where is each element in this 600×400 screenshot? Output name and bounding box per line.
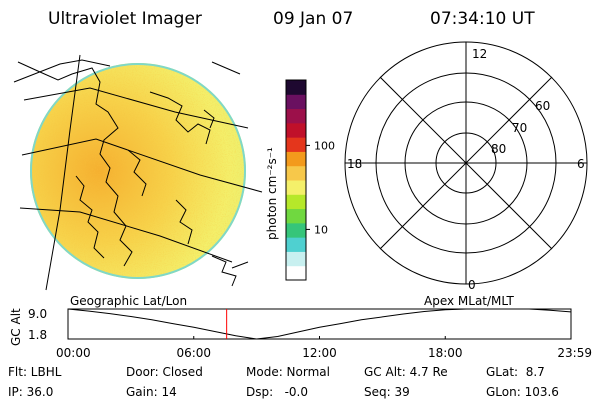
- uv-earth-image: [13, 54, 263, 291]
- x-tick-label: 00:00: [56, 346, 91, 360]
- image-title: Ultraviolet Imager: [48, 9, 202, 29]
- limb-edge: [30, 63, 246, 279]
- status-field: IP: 36.0: [8, 385, 53, 399]
- grid-line: [13, 59, 111, 83]
- status-field: Mode: Normal: [246, 365, 330, 379]
- polar-labels: 12 18 6 0 60 70 80: [347, 47, 585, 292]
- colorbar-ticks: 100 10: [306, 139, 335, 236]
- mlat-label-80: 80: [491, 142, 506, 156]
- grid-line: [211, 61, 241, 75]
- colorbar-cell: [286, 208, 306, 224]
- grid-line: [23, 87, 249, 129]
- altitude-plot-frame: [67, 308, 572, 340]
- altitude-series: [67, 308, 571, 340]
- colorbar-cell: [286, 122, 306, 138]
- colorbar-cell: [286, 222, 306, 238]
- x-tick-label: 12:00: [302, 346, 337, 360]
- colorbar-cell: [286, 137, 306, 152]
- coastline: [211, 255, 237, 287]
- header: Ultraviolet Imager 09 Jan 07 07:34:10 UT: [48, 9, 535, 29]
- status-field: Gain: 14: [126, 385, 177, 399]
- coastline: [75, 175, 105, 259]
- colorbar-cell: [286, 151, 306, 167]
- y-tick-label-max: 9.0: [28, 307, 47, 321]
- colorbar-cell: [286, 108, 306, 124]
- x-tick-label: 23:59: [557, 346, 592, 360]
- coastline: [17, 61, 133, 267]
- status-field: Seq: 39: [364, 385, 410, 399]
- mlt-label-12: 12: [472, 47, 487, 61]
- coastline: [127, 149, 147, 197]
- altitude-axis-label: GC Alt: [9, 308, 23, 346]
- colorbar: 100 10 photon cm⁻²s⁻¹: [265, 79, 335, 281]
- mlt-label-6: 6: [577, 157, 585, 171]
- geographic-grid: [13, 54, 263, 291]
- coastline: [149, 91, 211, 145]
- colorbar-gradient: [286, 80, 306, 281]
- colorbar-cell: [286, 265, 306, 281]
- colorbar-tick-label: 100: [314, 139, 335, 152]
- colorbar-cell: [286, 237, 306, 252]
- status-field: GLat: 8.7: [486, 365, 545, 379]
- x-tick-label: 18:00: [428, 346, 463, 360]
- mlat-label-70: 70: [512, 121, 527, 135]
- polar-plot: [344, 41, 588, 285]
- polar-diagonal: [379, 76, 553, 250]
- altitude-plot: GC Alt 9.0 1.8 00:00 06:00 12:00 18:00 23:59: [9, 307, 592, 360]
- grid-line: [21, 138, 263, 193]
- image-time: 07:34:10 UT: [430, 9, 535, 29]
- status-field: Flt: LBHL: [8, 365, 62, 379]
- emission-texture: [30, 63, 246, 279]
- mlt-label-18: 18: [347, 157, 362, 171]
- colorbar-cell: [286, 194, 306, 210]
- status-footer: Flt: LBHL Door: Closed Mode: Normal GC Alt:…: [8, 365, 559, 399]
- mlat-label-60: 60: [535, 99, 550, 113]
- x-tick-labels: 00:00 06:00 12:00 18:00 23:59: [56, 336, 592, 360]
- colorbar-cell: [286, 94, 306, 110]
- status-field: Dsp: -0.0: [246, 385, 308, 399]
- colorbar-cell: [286, 80, 306, 95]
- coastlines: [17, 61, 249, 287]
- colorbar-cell: [286, 165, 306, 181]
- status-field: GLon: 103.6: [486, 385, 559, 399]
- colorbar-frame: [285, 79, 307, 281]
- geographic-label: Geographic Lat/Lon: [70, 294, 187, 308]
- y-tick-label-min: 1.8: [28, 328, 47, 342]
- coastline: [203, 109, 215, 129]
- altitude-line: [67, 308, 571, 340]
- x-tick-label: 06:00: [176, 346, 211, 360]
- colorbar-cell: [286, 180, 306, 195]
- status-field: GC Alt: 4.7 Re: [364, 365, 448, 379]
- coastline: [175, 199, 193, 245]
- colorbar-cell: [286, 251, 306, 267]
- grid-line: [19, 207, 233, 263]
- grid-line: [45, 54, 81, 291]
- colorbar-unit-label: photon cm⁻²s⁻¹: [265, 147, 279, 240]
- status-field: Door: Closed: [126, 365, 203, 379]
- apex-label: Apex MLat/MLT: [424, 294, 514, 308]
- coastline: [231, 261, 249, 269]
- image-date: 09 Jan 07: [273, 9, 353, 29]
- colorbar-tick-label: 10: [314, 223, 328, 236]
- mlt-label-0: 0: [468, 278, 476, 292]
